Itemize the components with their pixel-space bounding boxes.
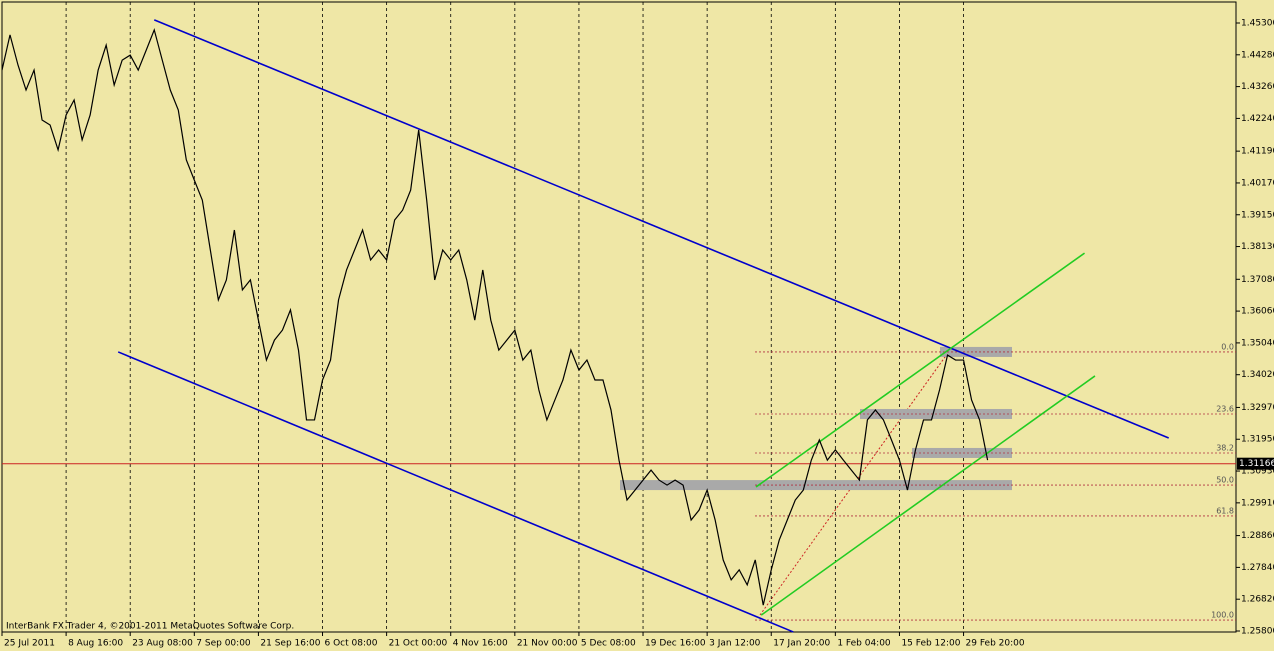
- x-tick-label: 17 Jan 20:00: [773, 639, 830, 649]
- x-tick-label: 21 Sep 16:00: [260, 639, 320, 649]
- x-tick-label: 25 Jul 2011: [4, 639, 55, 649]
- fib-label: 23.6: [1216, 404, 1234, 413]
- y-tick-label: 1.29910: [1241, 498, 1274, 508]
- y-tick-label: 1.25800: [1241, 627, 1274, 637]
- trendline: [760, 375, 1096, 616]
- y-tick-label: 1.36060: [1241, 307, 1274, 317]
- y-tick-label: 1.34020: [1241, 370, 1274, 380]
- x-tick-label: 6 Oct 08:00: [325, 639, 378, 649]
- y-tick-label: 1.45300: [1241, 19, 1274, 29]
- y-tick-label: 1.37080: [1241, 275, 1274, 285]
- fib-label: 100.0: [1211, 611, 1234, 620]
- fib-label: 50.0: [1216, 476, 1234, 485]
- y-tick-label: 1.26820: [1241, 595, 1274, 605]
- fib-label: 0.0: [1221, 342, 1234, 351]
- x-tick-label: 21 Oct 00:00: [389, 639, 448, 649]
- footer: InterBank FX Trader 4, ©2001-2011 MetaQu…: [6, 622, 294, 632]
- plot-frame: [1, 1, 1237, 633]
- y-tick-label: 1.44280: [1241, 50, 1274, 60]
- y-tick-label: 1.30930: [1241, 467, 1274, 477]
- zone: [912, 447, 1012, 458]
- x-tick-label: 7 Sep 00:00: [196, 639, 251, 649]
- x-tick-label: 1 Feb 04:00: [837, 639, 891, 649]
- x-tick-label: 5 Dec 08:00: [581, 639, 636, 649]
- x-tick-label: 23 Aug 08:00: [132, 639, 193, 649]
- y-tick-label: 1.40170: [1241, 178, 1274, 188]
- x-tick-label: 8 Aug 16:00: [68, 639, 123, 649]
- fib-label: 61.8: [1216, 506, 1234, 515]
- y-tick-label: 1.31950: [1241, 435, 1274, 445]
- y-tick-label: 1.42240: [1241, 114, 1274, 124]
- trendline: [755, 252, 1086, 488]
- y-tick-label: 1.43260: [1241, 82, 1274, 92]
- y-tick-label: 1.32970: [1241, 403, 1274, 413]
- trendline: [153, 19, 1169, 439]
- y-tick-label: 1.27840: [1241, 563, 1274, 573]
- price-line: [1, 27, 989, 606]
- x-tick-label: 29 Feb 20:00: [966, 639, 1025, 649]
- y-tick-label: 1.28860: [1241, 531, 1274, 541]
- x-tick-label: 15 Feb 12:00: [901, 639, 960, 649]
- y-tick-label: 1.38130: [1241, 242, 1274, 252]
- x-tick-label: 3 Jan 12:00: [709, 639, 761, 649]
- y-tick-label: 1.35040: [1241, 338, 1274, 348]
- x-tick-label: 21 Nov 00:00: [517, 639, 578, 649]
- fib-label: 38.2: [1216, 443, 1234, 452]
- last-price-label: 1.31166: [1239, 459, 1274, 469]
- trendline: [117, 351, 794, 633]
- y-tick-label: 1.39150: [1241, 210, 1274, 220]
- y-tick-label: 1.41190: [1241, 147, 1274, 157]
- x-tick-label: 19 Dec 16:00: [645, 639, 706, 649]
- last-price-box: [1237, 457, 1274, 470]
- x-tick-label: 4 Nov 16:00: [453, 639, 508, 649]
